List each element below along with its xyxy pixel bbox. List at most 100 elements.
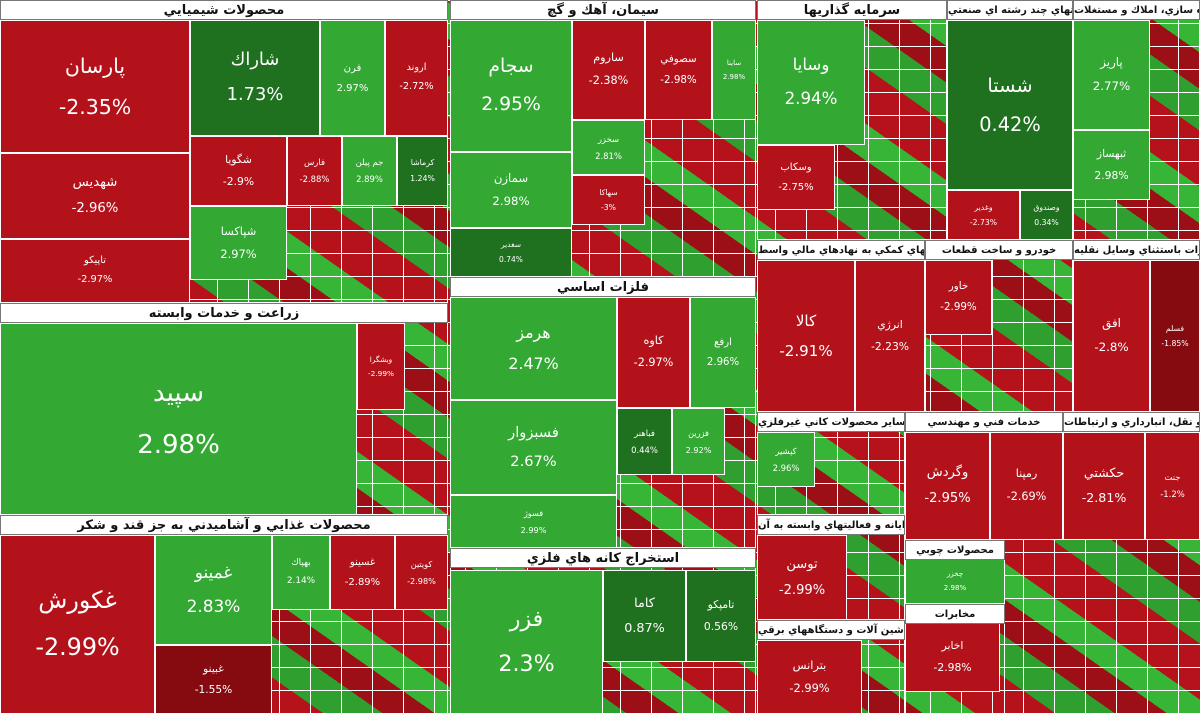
- stock-tile: خاور -2.99%: [925, 260, 992, 335]
- sector-title: سرمايه گذاريها: [757, 0, 947, 20]
- stock-tile: جم پيلن 2.89%: [342, 136, 397, 206]
- stock-tile: اروند -2.72%: [385, 20, 448, 136]
- stock-change: -2.38%: [588, 73, 629, 87]
- stock-tile: وغدير -2.73%: [947, 190, 1020, 240]
- stock-tile: فسلم -1.85%: [1150, 260, 1200, 412]
- stock-name: سغدير: [500, 240, 522, 250]
- stock-name: وبشگرا: [369, 354, 393, 364]
- stock-tile: انرژي -2.23%: [855, 260, 925, 412]
- stock-name: سپيد: [152, 377, 205, 408]
- stock-name: چخزر: [946, 568, 964, 578]
- stock-name: غمينو: [194, 562, 233, 583]
- stock-name: ساروم: [593, 51, 624, 65]
- stock-tile: شهديس -2.96%: [0, 153, 190, 239]
- stock-name: وگردش: [926, 465, 969, 481]
- stock-name: خاور: [948, 280, 969, 293]
- stock-name: بترانس: [792, 658, 827, 673]
- stock-name: وسكاب: [780, 162, 812, 173]
- stock-name: ساينا: [726, 58, 742, 67]
- stock-tile: وسايا 2.94%: [757, 20, 865, 145]
- stock-name: سهاكا: [599, 187, 618, 197]
- stock-change: 0.42%: [979, 112, 1041, 136]
- stock-change: -2.99%: [778, 582, 826, 598]
- sector-title: شركتهاي چند رشته اي صنعتي: [947, 0, 1073, 20]
- stock-tile: وسكاب -2.75%: [757, 145, 835, 210]
- stock-change: 2.98%: [943, 582, 967, 592]
- stock-name: حكشتي: [1083, 464, 1125, 480]
- stock-change: 0.56%: [703, 619, 739, 633]
- stock-change: 2.77%: [1092, 78, 1131, 93]
- sector-title: محصولات غذايي و آشاميدني به جز قند و شكر: [0, 515, 448, 535]
- sector-title: سيمان، آهك و گچ: [450, 0, 756, 20]
- stock-tile: سخزر 2.81%: [572, 120, 645, 175]
- stock-change: 2.99%: [520, 524, 547, 535]
- stock-name: غبينو: [203, 661, 224, 675]
- stock-name: انرژي: [877, 318, 903, 332]
- stock-tile: پاريز 2.77%: [1073, 20, 1150, 130]
- stock-change: 1.24%: [410, 173, 435, 183]
- stock-name: غكورش: [38, 585, 117, 614]
- stock-change: -2.88%: [299, 174, 330, 185]
- stock-tile: چخزر 2.98%: [905, 558, 1005, 604]
- stock-change: -2.91%: [779, 341, 833, 360]
- stock-name: فباهنر: [634, 427, 655, 438]
- stock-tile: كپشير 2.96%: [757, 432, 815, 487]
- sector-title: خودرو و ساخت قطعات: [925, 240, 1073, 260]
- stock-tile: غسينو -2.89%: [330, 535, 395, 610]
- stock-name: فسلم: [1165, 323, 1185, 333]
- stock-change: -2.89%: [344, 577, 381, 588]
- stock-tile: ثبهساز 2.98%: [1073, 130, 1150, 200]
- stock-name: كپشير: [775, 445, 797, 456]
- stock-tile: بهپاك 2.14%: [272, 535, 330, 610]
- stock-change: -2.9%: [222, 174, 255, 188]
- stock-tile: غبينو -1.55%: [155, 645, 272, 714]
- stock-tile: جنت -1.2%: [1145, 432, 1200, 540]
- stock-tile: سجام 2.95%: [450, 20, 572, 152]
- stock-name: غسينو: [349, 557, 376, 568]
- stock-change: -2.96%: [71, 201, 119, 217]
- stock-name: وصندوق: [1033, 202, 1060, 212]
- stock-tile: سمازن 2.98%: [450, 152, 572, 228]
- stock-name: اروند: [406, 62, 427, 74]
- stock-name: افق: [1102, 316, 1121, 331]
- stock-name: سصوفي: [660, 52, 697, 65]
- sector-title: خدمات فني و مهندسي: [905, 412, 1063, 432]
- stock-name: جنت: [1164, 472, 1181, 483]
- stock-tile: تامپكو 0.56%: [686, 570, 756, 662]
- stock-change: 0.34%: [1034, 217, 1059, 227]
- stock-tile: وبشگرا -2.99%: [357, 323, 405, 410]
- stock-change: -2.81%: [1081, 490, 1127, 506]
- stock-change: -1.2%: [1160, 489, 1185, 500]
- stock-tile: شاراك 1.73%: [190, 20, 320, 136]
- stock-name: كويتين: [410, 559, 433, 570]
- stock-name: شگويا: [225, 153, 252, 167]
- stock-change: -2.75%: [778, 182, 814, 193]
- stock-change: -2.99%: [789, 680, 830, 695]
- stock-name: اخابر: [941, 639, 964, 653]
- stock-name: كاوه: [643, 333, 664, 347]
- stock-tile: اخابر -2.98%: [905, 622, 1000, 692]
- stock-tile: فسبزوار 2.67%: [450, 400, 617, 495]
- stock-change: 2.83%: [186, 596, 241, 617]
- stock-change: 2.47%: [508, 354, 559, 374]
- stock-tile: شگويا -2.9%: [190, 136, 287, 206]
- stock-change: -2.35%: [58, 94, 132, 119]
- stock-tile: سصوفي -2.98%: [645, 20, 712, 120]
- stock-change: 2.14%: [286, 575, 316, 586]
- stock-change: 2.98%: [722, 72, 746, 81]
- stock-tile: فزرين 2.92%: [672, 408, 725, 475]
- stock-name: سمازن: [493, 170, 529, 185]
- stock-tile: شپاكسا 2.97%: [190, 206, 287, 280]
- stock-change: 1.73%: [226, 84, 284, 106]
- stock-name: ثبهساز: [1096, 147, 1127, 161]
- stock-change: 2.89%: [356, 174, 383, 185]
- stock-name: فارس: [303, 157, 326, 168]
- stock-change: 0.87%: [624, 621, 665, 637]
- stock-tile: سپيد 2.98%: [0, 323, 357, 515]
- stock-change: -2.98%: [933, 660, 972, 674]
- stock-change: -2.99%: [367, 369, 395, 379]
- stock-tile: وگردش -2.95%: [905, 432, 990, 540]
- sector-title: محصولات چوبي: [905, 540, 1005, 560]
- stock-tile: غمينو 2.83%: [155, 535, 272, 645]
